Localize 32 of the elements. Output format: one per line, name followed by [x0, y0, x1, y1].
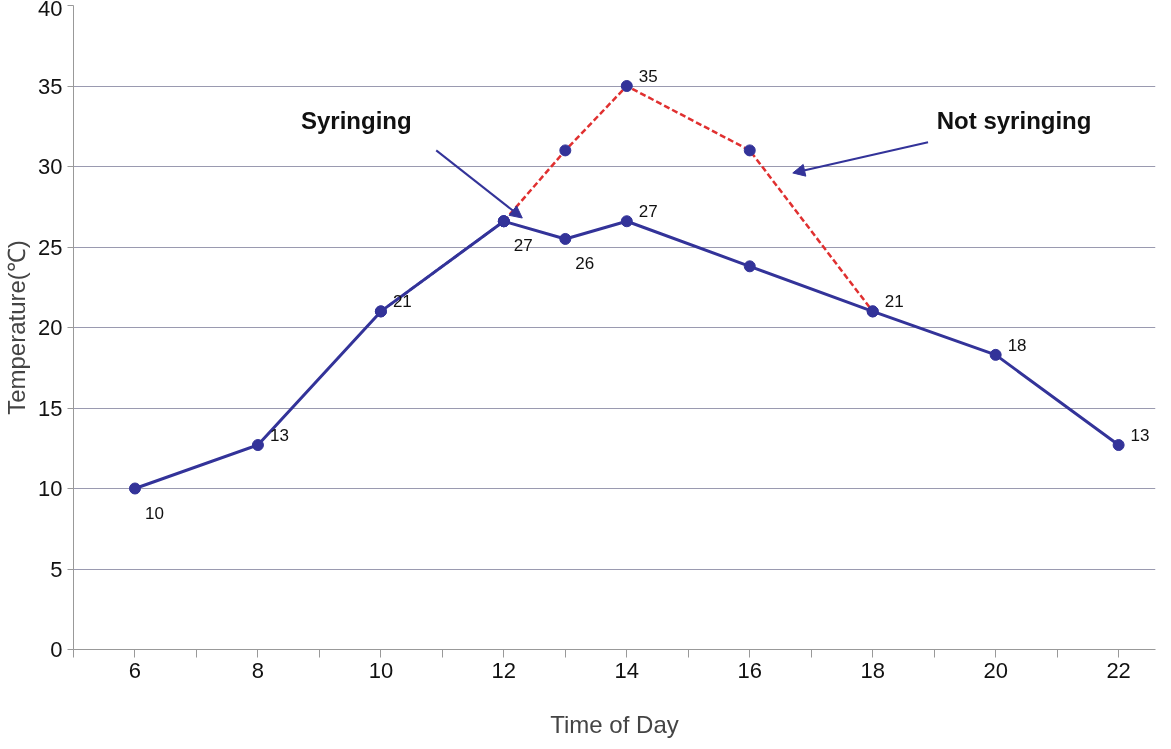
x-tick-label: 16: [737, 657, 762, 683]
annotation: Not syringing: [936, 107, 1092, 135]
y-tick-label: 5: [50, 556, 63, 582]
y-tick-label: 30: [38, 154, 63, 179]
data-label: 10: [144, 503, 164, 523]
data-label: 26: [575, 253, 595, 273]
x-tick-label: 8: [251, 657, 265, 683]
x-tick-label: 12: [491, 657, 517, 683]
data-label: 21: [392, 292, 412, 312]
data-label: 18: [1007, 335, 1027, 355]
data-label: 13: [269, 426, 289, 446]
x-tick-label: 20: [983, 657, 1008, 683]
x-tick-label: 22: [1106, 657, 1131, 683]
x-tick-label: 14: [614, 657, 640, 683]
data-label: 27: [513, 236, 533, 256]
y-tick-label: 0: [50, 637, 63, 662]
y-tick-label: 40: [38, 0, 63, 21]
y-tick-label: 15: [38, 395, 63, 421]
y-tick-label: 35: [38, 73, 63, 99]
x-axis-title: Time of Day: [550, 710, 679, 738]
y-tick-label: 10: [38, 476, 63, 501]
data-label: 21: [884, 292, 904, 312]
y-tick-label: 20: [38, 315, 63, 340]
data-label: 13: [1130, 426, 1150, 446]
annotation: Syringing: [300, 107, 412, 135]
x-tick-label: 10: [368, 657, 394, 683]
data-label: 35: [638, 67, 658, 86]
x-tick-label: 18: [860, 657, 885, 683]
y-axis-title: Temperature(℃): [3, 240, 31, 415]
y-tick-label: 25: [38, 234, 63, 260]
x-tick-label: 6: [128, 657, 142, 683]
data-label: 27: [638, 202, 658, 222]
